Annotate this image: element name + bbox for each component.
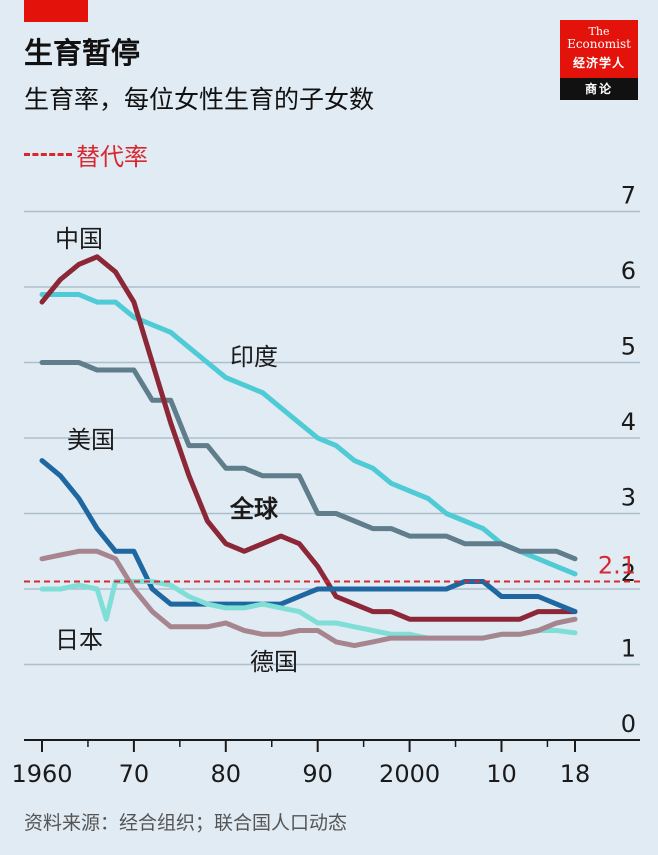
x-tick-label-1980: 80 — [211, 760, 242, 788]
y-tick-label-6: 6 — [621, 257, 636, 285]
y-tick-label-1: 1 — [621, 635, 636, 663]
replacement-rate-label: 2.1 — [598, 551, 636, 579]
replacement-layer: 2.1 — [24, 551, 640, 583]
series-line-india — [39, 292, 578, 577]
series-label-china: 中国 — [55, 225, 103, 253]
series-label-usa: 美国 — [67, 426, 115, 454]
series-label-japan: 日本 — [55, 626, 103, 654]
x-axis: 1960 70 80 90 2000 10 18 — [11, 740, 590, 788]
chart-subtitle: 生育率，每位女性生育的子女数 — [24, 85, 375, 114]
series-line-germany — [39, 548, 578, 649]
x-tick-label-1970: 70 — [119, 760, 150, 788]
x-tick-label-1960: 1960 — [11, 760, 72, 788]
series-line-world — [39, 360, 578, 562]
x-tick-label-2010: 10 — [486, 760, 517, 788]
series-lines — [39, 254, 578, 649]
x-tick-label-2000: 2000 — [379, 760, 440, 788]
series-label-germany: 德国 — [250, 648, 298, 676]
y-tick-label-5: 5 — [621, 333, 636, 361]
x-tick-label-1990: 90 — [302, 760, 333, 788]
economist-logo: The Economist 经济学人 商论 — [560, 20, 638, 100]
series-line-china — [39, 254, 578, 622]
series-label-india: 印度 — [230, 343, 278, 371]
legend-replacement-label: 替代率 — [76, 143, 148, 171]
logo-line-1: The — [588, 25, 610, 38]
brand-red-bar — [24, 0, 88, 22]
logo-line-4: 商论 — [560, 78, 638, 100]
chart-title: 生育暂停 — [24, 36, 141, 70]
legend-dash-marker — [24, 153, 72, 156]
x-tick-label-2018: 18 — [560, 760, 591, 788]
gridlines — [24, 210, 640, 741]
legend: 替代率 — [24, 137, 148, 172]
series-line-usa — [39, 458, 578, 615]
y-tick-label-2: 2 — [621, 559, 636, 587]
series-label-world: 全球 — [229, 495, 279, 523]
y-tick-label-4: 4 — [621, 408, 636, 436]
y-tick-label-0: 0 — [621, 710, 636, 738]
y-axis-labels: 0 1 2 3 4 5 6 7 — [621, 182, 636, 739]
logo-line-2: Economist — [567, 37, 631, 51]
y-tick-label-3: 3 — [621, 484, 636, 512]
logo-line-3: 经济学人 — [572, 56, 625, 70]
y-tick-label-7: 7 — [621, 182, 636, 210]
source-note: 资料来源：经合组织；联合国人口动态 — [24, 812, 348, 834]
